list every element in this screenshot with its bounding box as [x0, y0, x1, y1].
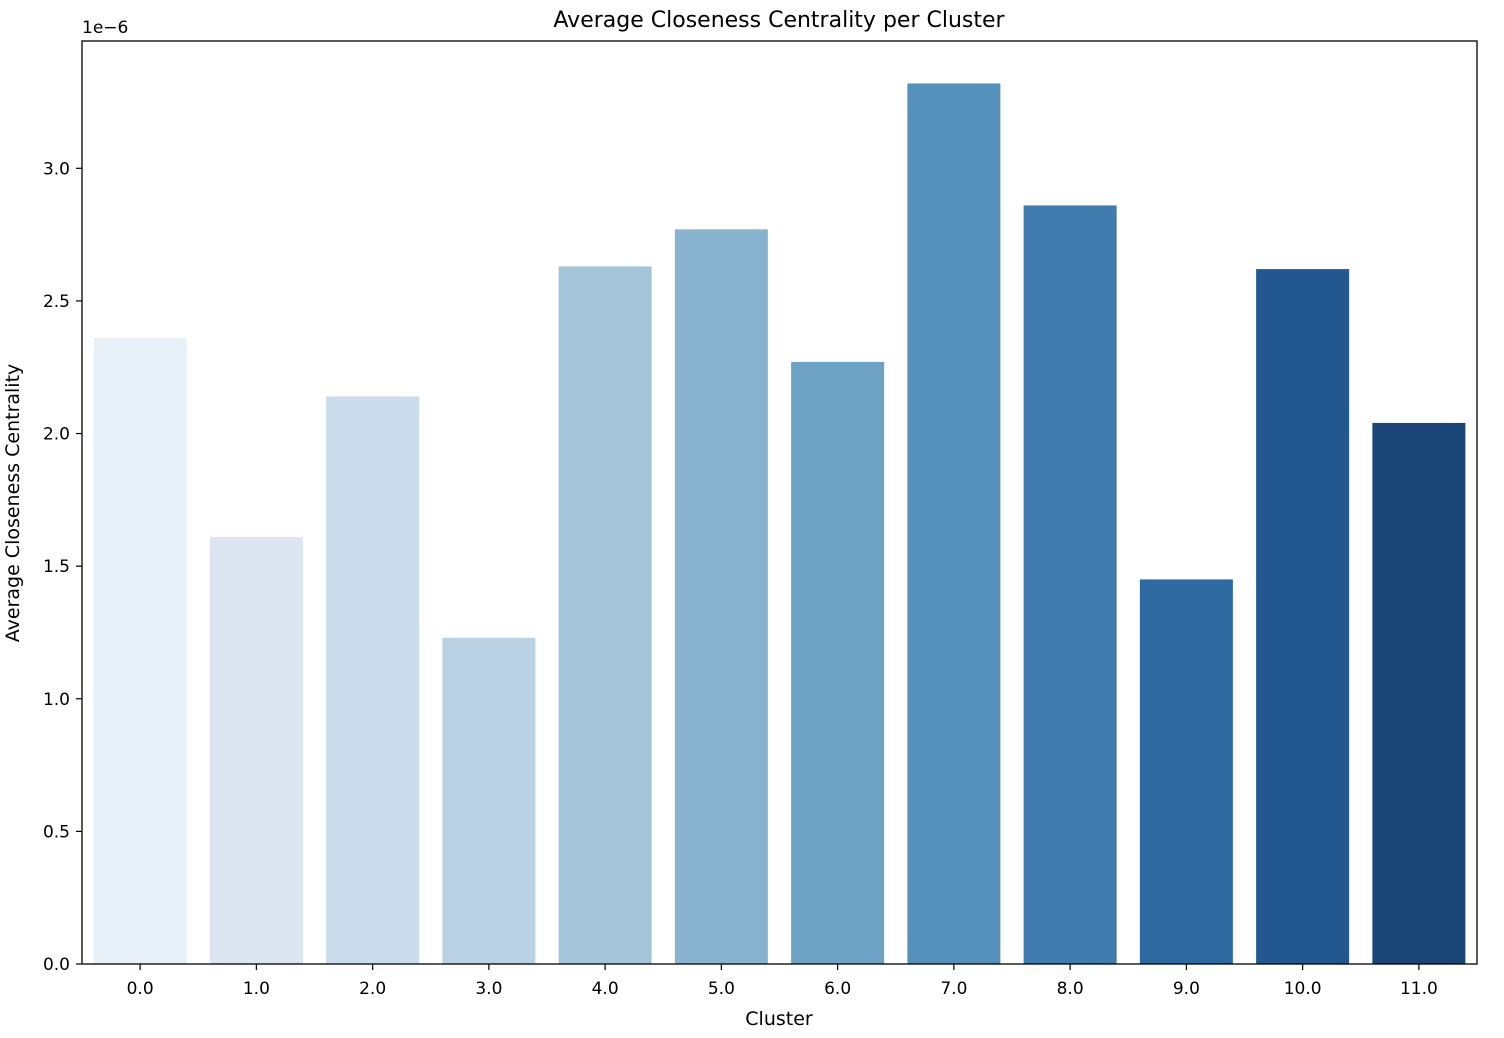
x-axis-label: Cluster — [745, 1008, 813, 1030]
bar-cluster-8 — [1023, 205, 1117, 964]
x-tick-label: 2.0 — [359, 979, 386, 999]
bar-cluster-9 — [1139, 579, 1233, 964]
bars-group — [93, 83, 1466, 965]
x-tick-label: 0.0 — [127, 979, 154, 999]
y-offset-label: 1e−6 — [82, 18, 128, 38]
x-tick-label: 7.0 — [940, 979, 967, 999]
y-ticks-group: 0.0 0.5 1.0 1.5 2.0 2.5 3.0 — [43, 159, 82, 975]
bar-cluster-4 — [558, 266, 652, 964]
bar-cluster-3 — [442, 637, 536, 964]
x-tick-label: 5.0 — [708, 979, 735, 999]
x-tick-label: 1.0 — [243, 979, 270, 999]
y-axis-label: Average Closeness Centrality — [2, 364, 24, 643]
bar-cluster-0 — [93, 338, 187, 964]
x-tick-label: 6.0 — [824, 979, 851, 999]
x-tick-label: 3.0 — [475, 979, 502, 999]
bar-cluster-11 — [1372, 422, 1466, 964]
x-tick-label: 8.0 — [1057, 979, 1084, 999]
y-tick-label: 3.0 — [43, 159, 70, 179]
x-tick-label: 10.0 — [1284, 979, 1322, 999]
bar-cluster-1 — [209, 536, 303, 964]
y-tick-label: 0.5 — [43, 822, 70, 842]
bar-cluster-10 — [1256, 269, 1350, 965]
bar-cluster-5 — [674, 229, 768, 964]
plot-frame — [81, 40, 1478, 965]
y-tick-label: 2.5 — [43, 292, 70, 312]
bar-cluster-6 — [791, 361, 885, 964]
y-tick-label: 0.0 — [43, 955, 70, 975]
chart-title: Average Closeness Centrality per Cluster — [553, 8, 1005, 33]
y-tick-label: 1.5 — [43, 557, 70, 577]
y-tick-label: 2.0 — [43, 425, 70, 445]
y-tick-label: 1.0 — [43, 690, 70, 710]
bar-cluster-2 — [326, 396, 420, 964]
x-tick-label: 11.0 — [1400, 979, 1438, 999]
bar-cluster-7 — [907, 83, 1001, 964]
x-tick-label: 9.0 — [1173, 979, 1200, 999]
x-ticks-group: 0.0 1.0 2.0 3.0 4.0 5.0 6.0 7.0 8.0 9.0 10.0 11.0 — [127, 964, 1438, 999]
x-tick-label: 4.0 — [592, 979, 619, 999]
